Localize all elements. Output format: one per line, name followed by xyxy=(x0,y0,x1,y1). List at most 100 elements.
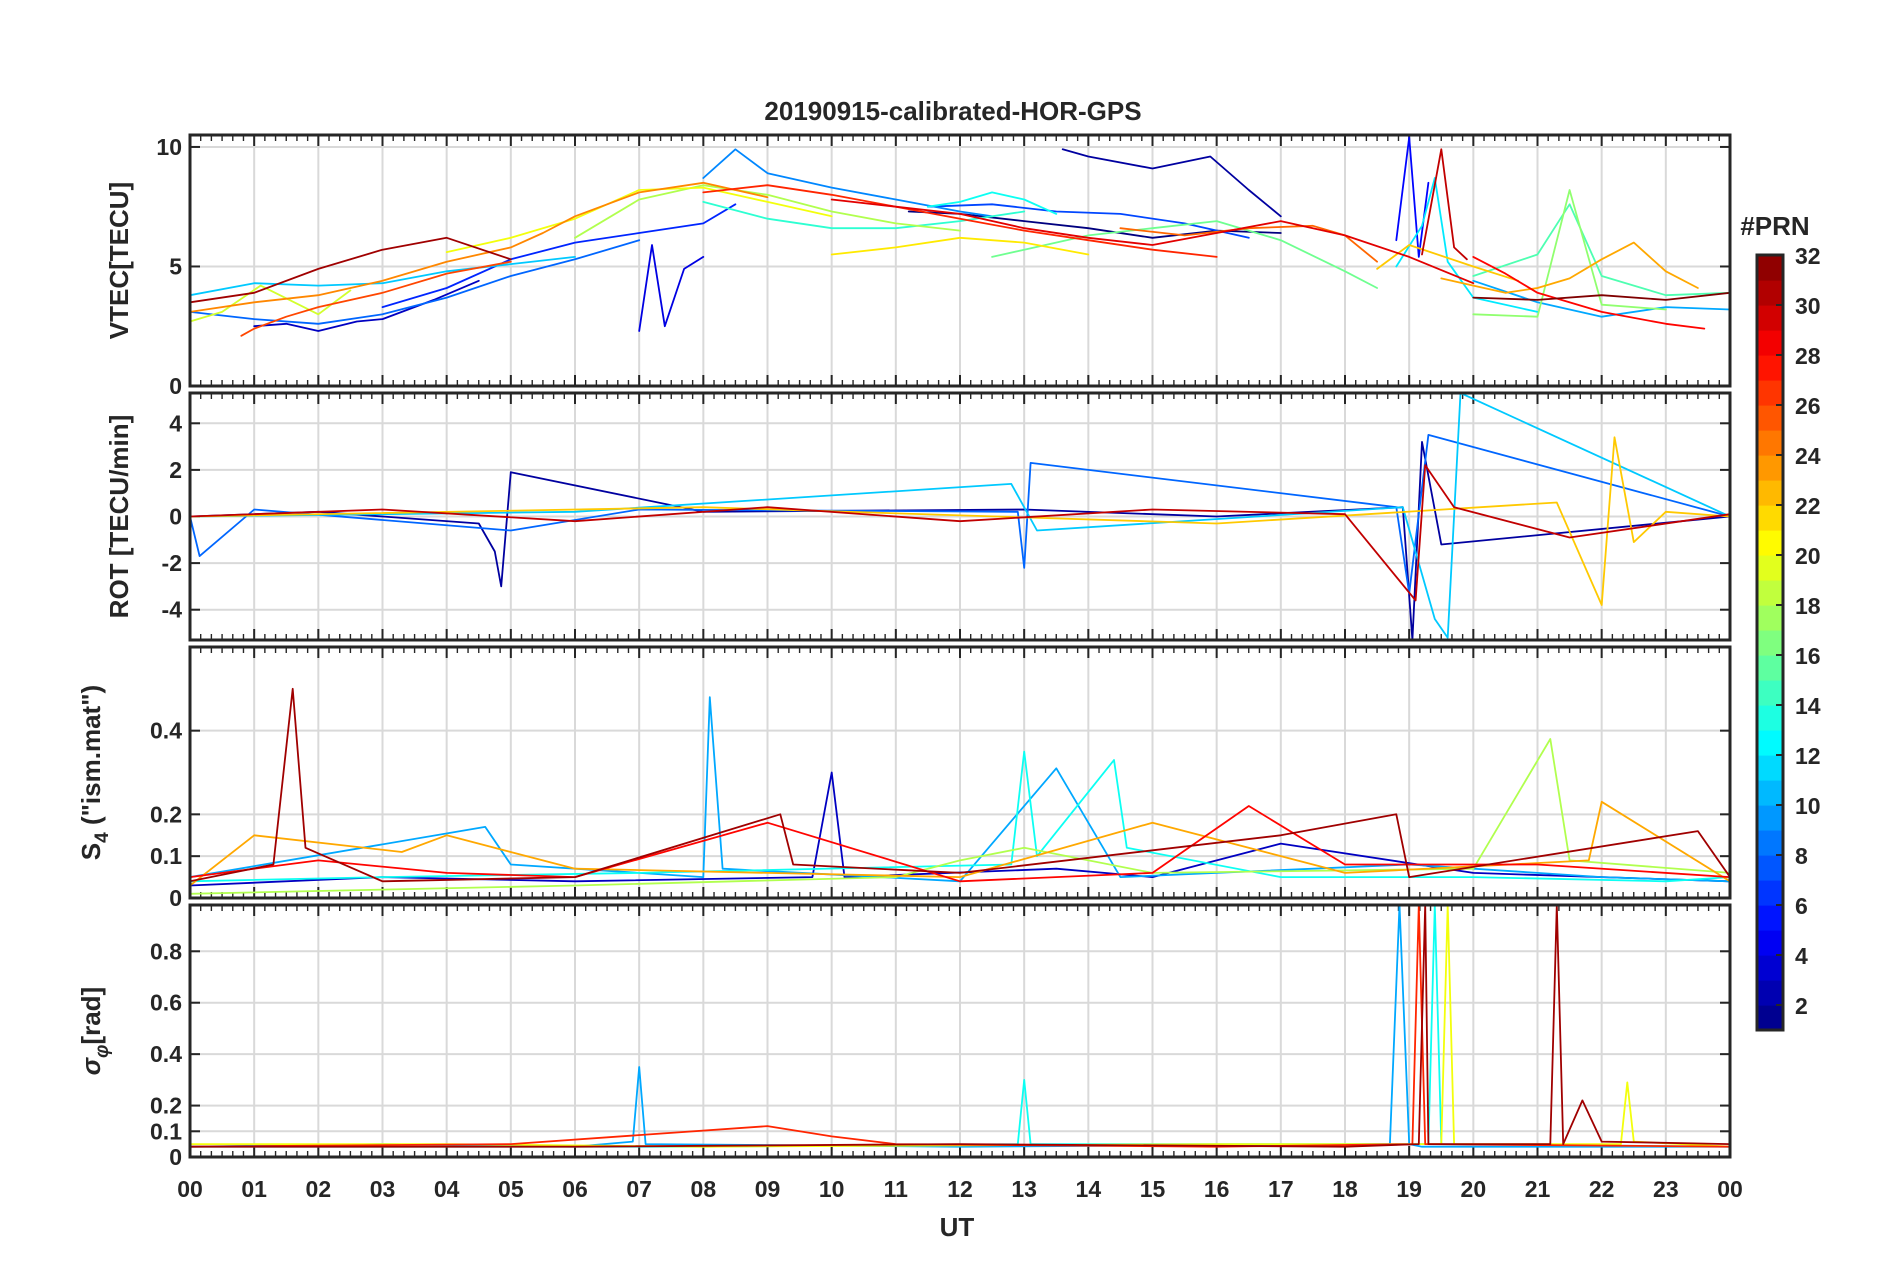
axis-frame xyxy=(188,645,1732,900)
x-tick-label: 06 xyxy=(562,1176,588,1202)
colorbar-tick-label: 22 xyxy=(1795,493,1821,519)
series-line-prn-3 xyxy=(253,279,480,332)
colorbar-tick-label: 16 xyxy=(1795,643,1821,669)
colorbar-segment xyxy=(1757,755,1783,781)
series-line-prn-7 xyxy=(927,203,1250,239)
series-line-prn-12 xyxy=(1395,177,1539,313)
series-line-prn-19 xyxy=(190,284,352,323)
y-tick-label: 0.4 xyxy=(150,1041,182,1067)
series-line-prn-23 xyxy=(1440,241,1699,294)
y-tick-label: 0 xyxy=(169,885,182,911)
colorbar-segment xyxy=(1757,455,1783,481)
vtec-panel: 0 5 10 VTEC[TECU] xyxy=(104,133,1732,399)
axis-frame xyxy=(188,133,1732,388)
x-tick-label: 22 xyxy=(1589,1176,1615,1202)
colorbar-segment xyxy=(1757,780,1783,806)
x-tick-label: 16 xyxy=(1204,1176,1230,1202)
series-line-prn-17 xyxy=(1472,189,1667,318)
colorbar-segment xyxy=(1757,955,1783,981)
colorbar-tick-label: 18 xyxy=(1795,593,1821,619)
rot-panel: -4 -2 0 2 4 ROT [TECU/min] xyxy=(104,391,1732,642)
y-tick-label: 0.6 xyxy=(150,990,182,1016)
colorbar-segment xyxy=(1757,605,1783,631)
y-tick-label: 0.2 xyxy=(150,1093,182,1119)
colorbar-tick-label: 4 xyxy=(1795,943,1808,969)
x-tick-label: 18 xyxy=(1332,1176,1358,1202)
x-tick-label: 09 xyxy=(755,1176,781,1202)
series-line-prn-2 xyxy=(1061,148,1282,218)
x-tick-label: 05 xyxy=(498,1176,524,1202)
colorbar-segment xyxy=(1757,505,1783,531)
colorbar-tick-label: 24 xyxy=(1795,443,1821,469)
colorbar-segment xyxy=(1757,855,1783,881)
colorbar-segment xyxy=(1757,380,1783,406)
x-tick-label: 00 xyxy=(1717,1176,1743,1202)
y-tick-label: 0.8 xyxy=(150,938,182,964)
series-line-prn-11 xyxy=(190,255,576,297)
series-line-prn-8 xyxy=(190,239,641,325)
x-tick-label: 10 xyxy=(819,1176,845,1202)
y-tick-label: 0 xyxy=(169,373,182,399)
colorbar-segment xyxy=(1757,980,1783,1006)
x-tick-label: 04 xyxy=(434,1176,460,1202)
colorbar-segment xyxy=(1757,680,1783,706)
series-line-prn-20 xyxy=(445,186,833,254)
series-line-prn-28 xyxy=(1472,255,1706,330)
colorbar-segment xyxy=(1757,880,1783,906)
y-tick-label: 0.4 xyxy=(150,718,182,744)
x-tick-label: 03 xyxy=(370,1176,396,1202)
x-tick-label: 02 xyxy=(306,1176,332,1202)
series-line-prn-31 xyxy=(190,236,512,304)
x-tick-label: 01 xyxy=(241,1176,267,1202)
figure-title: 20190915-calibrated-HOR-GPS xyxy=(764,96,1141,126)
colorbar-segment xyxy=(1757,930,1783,956)
colorbar-tick-label: 2 xyxy=(1795,993,1808,1019)
series-line-prn-32 xyxy=(1472,291,1730,301)
colorbar-segment xyxy=(1757,255,1783,281)
colorbar-tick-label: 14 xyxy=(1795,693,1821,719)
colorbar-segment xyxy=(1757,705,1783,731)
x-tick-label: 17 xyxy=(1268,1176,1294,1202)
series-group xyxy=(190,136,1730,337)
colorbar-segment xyxy=(1757,830,1783,856)
colorbar-tick-label: 28 xyxy=(1795,343,1821,369)
x-tick-label: 13 xyxy=(1011,1176,1037,1202)
series-line-prn-31 xyxy=(190,905,1730,1148)
series-line-prn-24 xyxy=(190,181,769,313)
y-tick-label: 0 xyxy=(169,1144,182,1170)
x-tick-label: 20 xyxy=(1461,1176,1487,1202)
y-tick-label: 0.1 xyxy=(150,843,182,869)
colorbar-segment xyxy=(1757,1005,1783,1031)
series-line-prn-8 xyxy=(190,433,1730,595)
series-line-prn-18 xyxy=(190,738,1730,895)
series-line-prn-31 xyxy=(190,687,1730,883)
colorbar-segment xyxy=(1757,530,1783,556)
colorbar-segment xyxy=(1757,355,1783,381)
colorbar-segment xyxy=(1757,405,1783,431)
x-tick-label: 11 xyxy=(884,1176,909,1202)
colorbar-tick-label: 10 xyxy=(1795,793,1821,819)
x-axis-label: UT xyxy=(940,1212,975,1242)
colorbar-segment xyxy=(1757,805,1783,831)
series-line-prn-22 xyxy=(190,436,1730,606)
colorbar-segment xyxy=(1757,305,1783,331)
series-group xyxy=(190,393,1730,640)
series-line-prn-13 xyxy=(190,750,1730,883)
series-line-prn-30 xyxy=(1421,148,1468,261)
x-tick-label: 14 xyxy=(1076,1176,1102,1202)
x-tick-label: 23 xyxy=(1653,1176,1679,1202)
series-line-prn-21 xyxy=(830,236,1090,256)
series-line-prn-26 xyxy=(240,260,512,337)
x-tick-label: 07 xyxy=(626,1176,652,1202)
colorbar-segment xyxy=(1757,905,1783,931)
x-tick-label: 15 xyxy=(1140,1176,1166,1202)
colorbar-tick-label: 20 xyxy=(1795,543,1821,569)
series-line-prn-22 xyxy=(1376,244,1520,282)
colorbar-frame xyxy=(1755,253,1785,1032)
y-tick-label: 0 xyxy=(169,504,182,530)
colorbar-segment xyxy=(1757,730,1783,756)
colorbar-segment xyxy=(1757,630,1783,656)
series-line-prn-14 xyxy=(702,200,1026,230)
y-tick-label: 2 xyxy=(169,457,182,483)
